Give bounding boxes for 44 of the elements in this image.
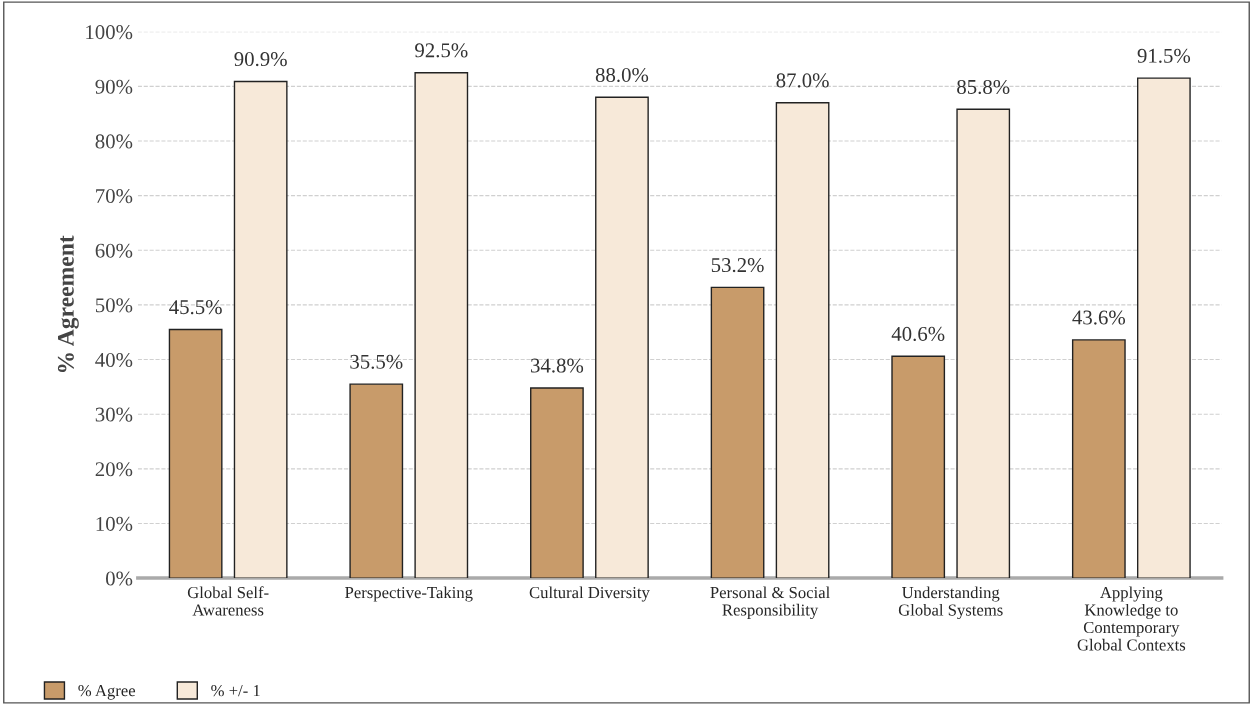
y-tick-label: 30% [95,407,133,422]
data-label: 35.5% [350,354,403,369]
bar [414,72,469,579]
y-tick-label: 60% [95,243,133,258]
x-tick-label: Applying Knowledge to Contemporary Global Contexts [1077,586,1186,651]
bar [349,383,404,579]
y-axis-title: % Agreement [57,235,79,373]
data-label: 45.5% [169,300,222,315]
data-label: 53.2% [711,258,764,273]
legend-label: % Agree [78,685,136,700]
y-tick-label: 50% [95,298,133,313]
data-label: 92.5% [415,43,468,58]
data-label: 91.5% [1137,48,1191,63]
data-label: 40.6% [891,326,945,342]
x-tick-label: Understanding Global Systems [898,586,1003,620]
bar [1071,339,1126,579]
bar [595,96,649,579]
bar [891,355,946,579]
data-label: 85.8% [957,79,1010,95]
y-tick-label: 100% [86,25,133,40]
data-label: 87.0% [776,73,829,88]
bar [956,108,1011,579]
y-tick-label: 0% [105,571,133,586]
x-tick-label: Cultural Diversity [529,586,650,602]
legend-label: % +/- 1 [211,685,260,697]
data-label: 88.0% [595,67,649,83]
bar [168,328,223,579]
bar [233,80,288,579]
data-label: 43.6% [1072,310,1126,325]
x-tick-label: Perspective-Taking [345,586,473,602]
data-label: 34.8% [531,358,584,373]
y-tick-label: 20% [95,462,133,477]
bar [530,387,584,579]
x-tick-label: Personal & Social Responsibility [710,586,830,620]
y-tick-label: 40% [95,352,133,368]
y-tick-label: 80% [95,134,133,149]
y-tick-label: 10% [96,516,133,531]
bar [1136,77,1191,579]
y-tick-label: 70% [96,189,133,204]
bar [710,286,765,579]
x-tick-label: Global Self- Awareness [187,586,269,616]
bar [775,102,830,579]
data-label: 90.9% [234,52,287,67]
y-tick-label: 90% [95,79,133,94]
